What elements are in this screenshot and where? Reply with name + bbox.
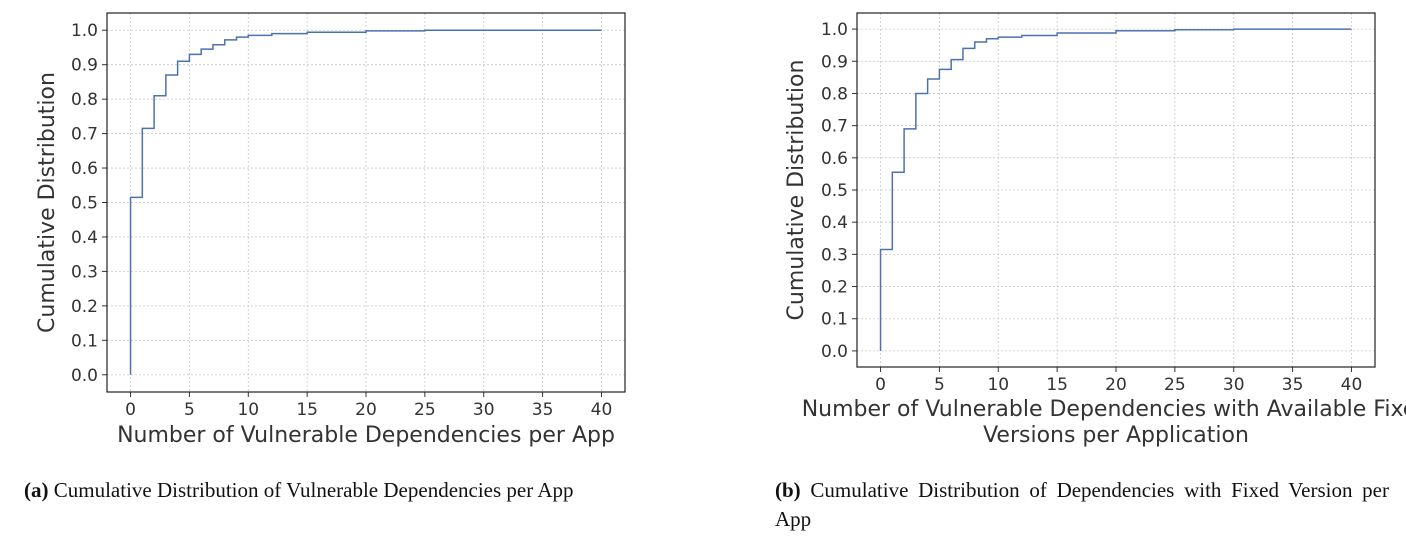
- x-tick-label: 40: [1341, 375, 1363, 395]
- x-tick-label: 0: [125, 400, 136, 420]
- x-tick-label: 35: [1282, 375, 1304, 395]
- plot-frame: [106, 12, 626, 393]
- y-tick-label: 0.9: [71, 56, 98, 76]
- x-tick-label: 5: [184, 400, 195, 420]
- x-axis-label: Number of Vulnerable Dependencies with A…: [802, 397, 1406, 422]
- y-tick-label: 0.1: [71, 331, 98, 351]
- y-tick-label: 0.5: [821, 181, 848, 201]
- caption: (a) Cumulative Distribution of Vulnerabl…: [24, 476, 644, 505]
- plot-frame: [856, 12, 1376, 368]
- y-tick-label: 0.7: [821, 117, 848, 137]
- caption-label: (a): [24, 478, 49, 502]
- x-tick-label: 15: [1046, 375, 1068, 395]
- x-tick-label: 10: [987, 375, 1009, 395]
- x-tick-label: 35: [532, 400, 554, 420]
- y-tick-label: 0.8: [821, 84, 848, 104]
- x-tick-label: 20: [1105, 375, 1127, 395]
- caption-text: Cumulative Distribution of Vulnerable De…: [53, 478, 574, 502]
- figure: 0.0 0.1 0.2 0.3 0.4 0.5 0.6 0.7 0.8 0.9 1.0 0 5 10 15 2…: [35, 12, 1406, 448]
- x-axis-label: Number of Vulnerable Dependencies per Ap…: [117, 423, 615, 448]
- cdf-line: [129, 29, 602, 375]
- x-tick-label: 30: [1223, 375, 1245, 395]
- y-tick-label: 0.3: [71, 262, 98, 282]
- y-tick-label: 1.0: [821, 20, 848, 40]
- cdf-line: [879, 28, 1352, 351]
- x-tick-label: 30: [473, 400, 495, 420]
- caption-label: (b): [775, 478, 801, 502]
- y-axis-label: Cumulative Distribution: [35, 72, 60, 333]
- y-tick-label: 0.4: [71, 228, 98, 248]
- y-tick-label: 0.7: [71, 125, 98, 145]
- x-tick-label: 25: [414, 400, 436, 420]
- y-tick-label: 0.0: [821, 342, 848, 362]
- y-axis-label: Cumulative Distribution: [784, 60, 809, 321]
- y-tick-label: 0.9: [821, 52, 848, 72]
- x-tick-label: 20: [355, 400, 377, 420]
- y-tick-label: 0.6: [821, 149, 848, 169]
- y-tick-label: 0.5: [71, 194, 98, 214]
- x-tick-label: 25: [1164, 375, 1186, 395]
- x-tick-label: 15: [296, 400, 318, 420]
- caption: (b) Cumulative Distribution of Dependenc…: [775, 476, 1389, 534]
- y-tick-label: 0.1: [821, 310, 848, 330]
- y-tick-label: 0.0: [71, 366, 98, 386]
- x-axis-label: Versions per Application: [983, 423, 1249, 448]
- x-tick-label: 40: [591, 400, 613, 420]
- x-tick-label: 10: [237, 400, 259, 420]
- y-tick-label: 0.4: [821, 213, 848, 233]
- caption-text: Cumulative Distribution of Dependencies …: [775, 478, 1389, 531]
- y-tick-label: 0.2: [821, 278, 848, 298]
- x-tick-label: 0: [875, 375, 886, 395]
- y-tick-label: 0.6: [71, 159, 98, 179]
- y-tick-label: 0.2: [71, 297, 98, 317]
- y-tick-label: 0.8: [71, 90, 98, 110]
- y-tick-label: 0.3: [821, 245, 848, 265]
- x-tick-label: 5: [934, 375, 945, 395]
- y-tick-label: 1.0: [71, 21, 98, 41]
